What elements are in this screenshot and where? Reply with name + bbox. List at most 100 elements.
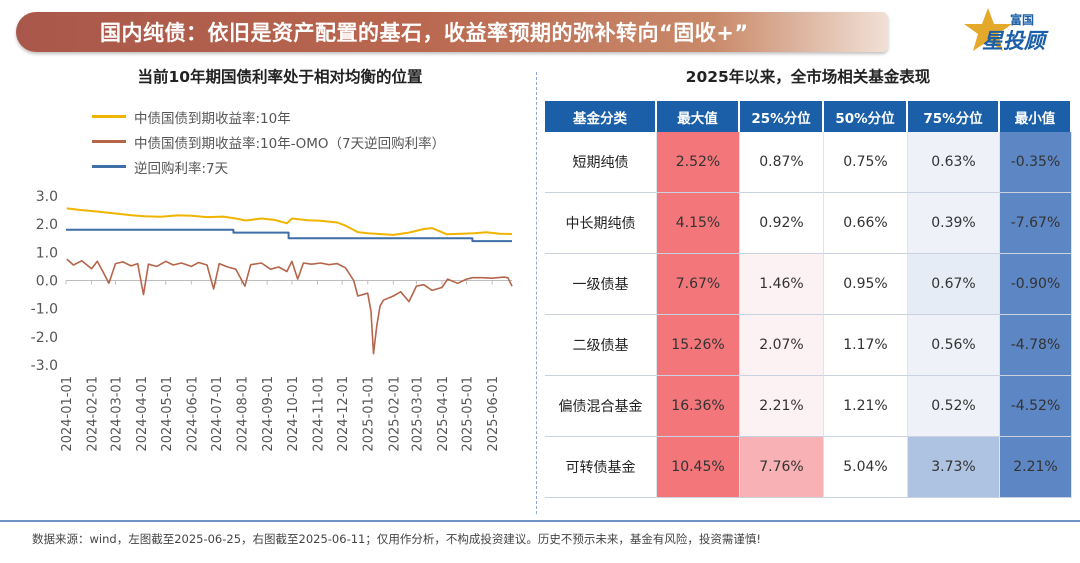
star-icon	[964, 8, 1012, 51]
legend-swatch-spread	[92, 140, 126, 143]
divider	[536, 72, 537, 514]
page-title: 国内纯债：依旧是资产配置的基石，收益率预期的弥补转向“固收+”	[100, 21, 749, 45]
table-body: 短期纯债 2.52% 0.87% 0.75% 0.63% -0.35% 中长期纯债 4.15%…	[545, 132, 1072, 498]
y-tick-label: -1.0	[31, 302, 58, 318]
x-tick-label: 2024-07-01	[210, 376, 225, 452]
legend-item-repo: 逆回购利率:7天	[92, 154, 445, 179]
line-chart: 3.02.01.00.0-1.0-2.0-3.0 2024-01-01 2024-…	[31, 189, 513, 452]
row-category: 中长期纯债	[545, 193, 657, 254]
table-cell: 0.39%	[908, 193, 1000, 254]
table-cell: 4.15%	[657, 193, 740, 254]
header-p50: 50%分位	[824, 101, 908, 132]
x-tick-label: 2024-01-01	[60, 376, 75, 452]
table-row: 一级债基 7.67% 1.46% 0.95% 0.67% -0.90%	[545, 254, 1072, 315]
table-cell: -4.52%	[1000, 376, 1072, 437]
table-cell: 7.67%	[657, 254, 740, 315]
y-tick-label: -2.0	[31, 330, 58, 346]
legend-swatch-10y	[92, 115, 126, 118]
x-tick-label: 2025-03-01	[410, 376, 425, 452]
x-tick-label: 2025-06-01	[486, 376, 501, 452]
table-cell: 1.21%	[824, 376, 908, 437]
x-tick-label: 2024-08-01	[236, 376, 251, 452]
plot-lines	[66, 207, 513, 355]
series-line-0	[66, 207, 513, 236]
x-tick-label: 2025-04-01	[436, 376, 451, 452]
table-cell: 0.56%	[908, 315, 1000, 376]
row-category: 偏债混合基金	[545, 376, 657, 437]
table-cell: 10.45%	[657, 437, 740, 498]
table-cell: 0.75%	[824, 132, 908, 193]
table-cell: -4.78%	[1000, 315, 1072, 376]
x-tick-label: 2024-04-01	[135, 376, 150, 452]
table-cell: 0.92%	[740, 193, 824, 254]
table-cell: 2.21%	[740, 376, 824, 437]
legend-item-10y: 中债国债到期收益率:10年	[92, 104, 445, 129]
header-max: 最大值	[657, 101, 740, 132]
table-cell: -7.67%	[1000, 193, 1072, 254]
table-cell: -0.90%	[1000, 254, 1072, 315]
brand-small-text: 富国	[1010, 12, 1034, 27]
header-p25: 25%分位	[740, 101, 824, 132]
x-tick-label: 2024-03-01	[109, 376, 124, 452]
row-category: 可转债基金	[545, 437, 657, 498]
table-cell: 0.95%	[824, 254, 908, 315]
x-tick-label: 2024-02-01	[86, 376, 101, 452]
table-cell: 2.07%	[740, 315, 824, 376]
legend-label-10y: 中债国债到期收益率:10年	[134, 110, 291, 127]
footer-note: 数据来源：wind，左图截至2025-06-25，右图截至2025-06-11；…	[32, 532, 761, 546]
x-tick-label: 2025-02-01	[387, 376, 402, 452]
x-tick-label: 2024-11-01	[311, 376, 326, 452]
x-tick-label: 2024-05-01	[160, 376, 175, 452]
table-row: 中长期纯债 4.15% 0.92% 0.66% 0.39% -7.67%	[545, 193, 1072, 254]
row-category: 一级债基	[545, 254, 657, 315]
row-category: 二级债基	[545, 315, 657, 376]
table-cell: -0.35%	[1000, 132, 1072, 193]
series-line-2	[66, 228, 512, 243]
table-cell: 5.04%	[824, 437, 908, 498]
y-axis: 3.0 2.0 1.0 0.0 -1.0 -2.0 -3.0	[31, 189, 58, 374]
fund-performance-table: 基金分类 最大值 25%分位 50%分位 75%分位 最小值 短期纯债 2.52%…	[545, 101, 1072, 498]
table-cell: 0.63%	[908, 132, 1000, 193]
table-cell: 0.66%	[824, 193, 908, 254]
table-cell: 2.52%	[657, 132, 740, 193]
table-cell: 1.17%	[824, 315, 908, 376]
header-category: 基金分类	[545, 101, 657, 132]
brand-logo: 富国 星投顾	[964, 8, 1049, 53]
x-axis: 2024-01-01 2024-02-01 2024-03-01 2024-04-01…	[60, 280, 512, 452]
header-p75: 75%分位	[908, 101, 1000, 132]
legend-item-spread: 中债国债到期收益率:10年-OMO（7天逆回购利率）	[92, 129, 445, 154]
brand-large-text: 星投顾	[982, 29, 1049, 53]
table-cell: 15.26%	[657, 315, 740, 376]
title-banner: 国内纯债：依旧是资产配置的基石，收益率预期的弥补转向“固收+”	[16, 12, 888, 52]
legend-swatch-repo	[92, 165, 126, 168]
table-header-row: 基金分类 最大值 25%分位 50%分位 75%分位 最小值	[545, 101, 1072, 132]
table-cell: 0.52%	[908, 376, 1000, 437]
header-min: 最小值	[1000, 101, 1072, 132]
series-line-1	[66, 258, 513, 355]
table-cell: 3.73%	[908, 437, 1000, 498]
x-tick-label: 2024-10-01	[286, 376, 301, 452]
table-cell: 16.36%	[657, 376, 740, 437]
x-tick-label: 2024-12-01	[336, 376, 351, 452]
table-cell: 1.46%	[740, 254, 824, 315]
x-tick-label: 2024-06-01	[185, 376, 200, 452]
table-row: 短期纯债 2.52% 0.87% 0.75% 0.63% -0.35%	[545, 132, 1072, 193]
y-tick-label: 3.0	[36, 189, 58, 205]
table-cell: 2.21%	[1000, 437, 1072, 498]
table-cell: 7.76%	[740, 437, 824, 498]
row-category: 短期纯债	[545, 132, 657, 193]
table-row: 偏债混合基金 16.36% 2.21% 1.21% 0.52% -4.52%	[545, 376, 1072, 437]
y-tick-label: 0.0	[36, 274, 58, 290]
y-tick-label: 2.0	[36, 217, 58, 233]
legend-label-spread: 中债国债到期收益率:10年-OMO（7天逆回购利率）	[134, 135, 446, 152]
x-tick-label: 2025-01-01	[362, 376, 377, 452]
y-tick-label: -3.0	[31, 358, 58, 374]
x-tick-label: 2024-09-01	[261, 376, 276, 452]
table-title: 2025年以来，全市场相关基金表现	[685, 68, 931, 86]
legend-label-repo: 逆回购利率:7天	[134, 160, 229, 177]
footer-divider	[0, 520, 1080, 522]
table-row: 二级债基 15.26% 2.07% 1.17% 0.56% -4.78%	[545, 315, 1072, 376]
table-cell: 0.87%	[740, 132, 824, 193]
chart-title: 当前10年期国债利率处于相对均衡的位置	[137, 68, 423, 86]
table-row: 可转债基金 10.45% 7.76% 5.04% 3.73% 2.21%	[545, 437, 1072, 498]
